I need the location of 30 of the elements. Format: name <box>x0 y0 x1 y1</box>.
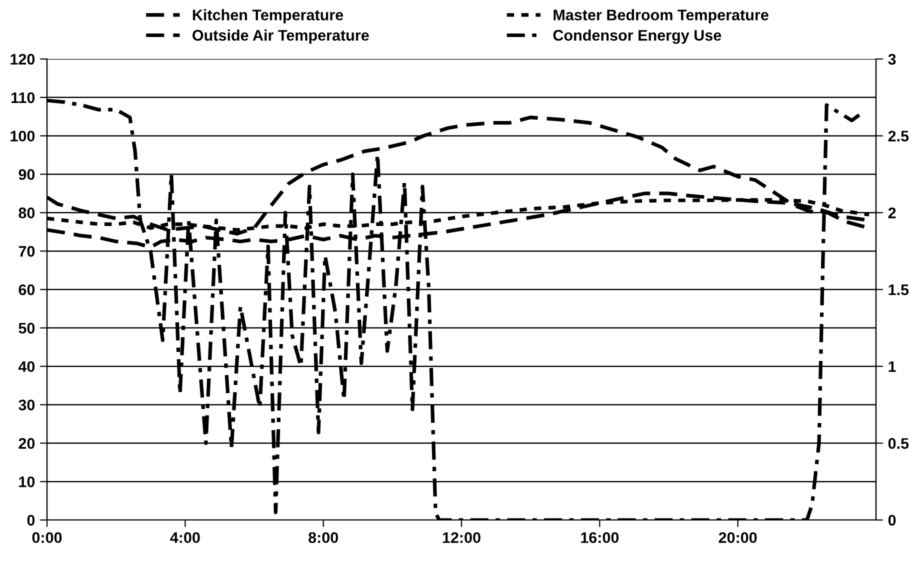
y2-tick-label: 0.5 <box>888 438 909 449</box>
y-tick-label: 50 <box>18 322 35 334</box>
y-tick-label: 40 <box>18 361 35 372</box>
y-tick-label: 100 <box>10 130 35 142</box>
x-tick-label: 12:00 <box>442 532 480 544</box>
y-tick-label: 30 <box>18 400 35 410</box>
y2-tick-label: 1 <box>888 361 896 372</box>
y2-tick-label: 0 <box>888 514 896 526</box>
legend-label: Master Bedroom Temperature <box>554 9 768 24</box>
y2-tick-label: 2 <box>888 208 896 218</box>
x-tick-label: 16:00 <box>581 532 619 544</box>
y-tick-label: 0 <box>27 514 35 526</box>
y2-tick-label: 2.5 <box>888 130 909 142</box>
y-tick-label: 20 <box>18 438 35 449</box>
x-tick-label: 4:00 <box>170 532 200 544</box>
y-tick-label: 10 <box>19 476 35 488</box>
legend-label: Kitchen Temperature <box>192 9 344 24</box>
x-tick-label: 0:00 <box>32 532 62 544</box>
y-tick-label: 70 <box>18 246 35 257</box>
y-tick-label: 120 <box>10 54 35 65</box>
x-tick-label: 20:00 <box>718 532 757 544</box>
y-tick-label: 110 <box>12 92 35 104</box>
legend-label: Outside Air Temperature <box>192 30 369 44</box>
x-tick-label: 8:00 <box>308 532 338 544</box>
y-tick-label: 60 <box>18 284 35 296</box>
legend-label: Condensor Energy Use <box>553 30 722 44</box>
y-tick-label: 80 <box>18 208 35 218</box>
y2-tick-label: 1.5 <box>888 284 909 296</box>
y-tick-label: 90 <box>18 169 35 180</box>
y2-tick-label: 3 <box>888 54 896 65</box>
